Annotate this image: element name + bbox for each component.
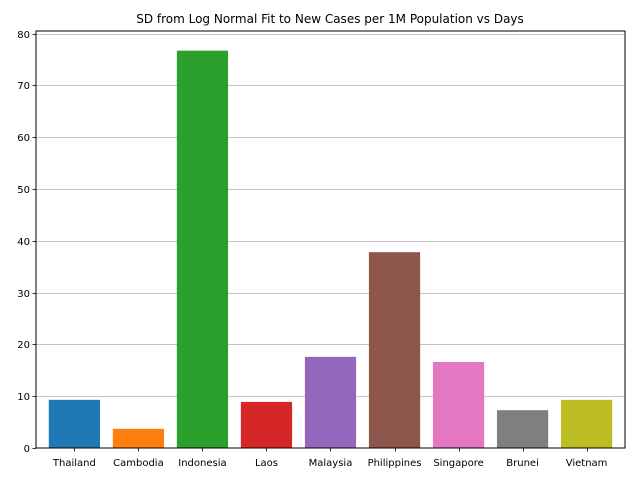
x-tick-label: Vietnam — [566, 458, 608, 469]
x-tick-label: Malaysia — [309, 458, 353, 469]
x-tick-label: Philippines — [368, 458, 422, 469]
y-gridlines — [36, 34, 625, 397]
y-tick-label: 40 — [17, 237, 30, 248]
x-tick-label: Brunei — [506, 458, 539, 469]
y-tick-label: 20 — [17, 340, 30, 351]
y-tick-label: 0 — [24, 444, 30, 455]
x-tick-label: Singapore — [433, 458, 483, 469]
y-tick-label: 30 — [17, 289, 30, 300]
y-axis: 0 10 20 30 40 50 60 70 80 — [17, 30, 36, 455]
bar-indonesia — [176, 50, 229, 448]
bar-laos — [240, 401, 293, 448]
x-tick-label: Indonesia — [178, 458, 226, 469]
x-tick-label: Cambodia — [113, 458, 164, 469]
chart-title: SD from Log Normal Fit to New Cases per … — [136, 12, 524, 26]
bar-philippines — [368, 252, 421, 448]
y-tick-label: 80 — [17, 30, 30, 41]
bar-brunei — [496, 410, 549, 448]
y-tick-label: 50 — [17, 185, 30, 196]
x-tick-label: Laos — [255, 458, 278, 469]
bar-thailand — [48, 399, 101, 448]
bar-malaysia — [304, 356, 357, 448]
bar-cambodia — [112, 428, 165, 448]
y-tick-label: 60 — [17, 133, 30, 144]
bar-vietnam — [560, 399, 613, 448]
x-tick-label: Thailand — [52, 458, 96, 469]
x-axis: Thailand Cambodia Indonesia Laos Malaysia Phi… — [52, 448, 607, 469]
bar-singapore — [432, 362, 485, 448]
y-tick-label: 70 — [17, 81, 30, 92]
y-tick-label: 10 — [17, 392, 30, 403]
bars — [48, 50, 613, 448]
